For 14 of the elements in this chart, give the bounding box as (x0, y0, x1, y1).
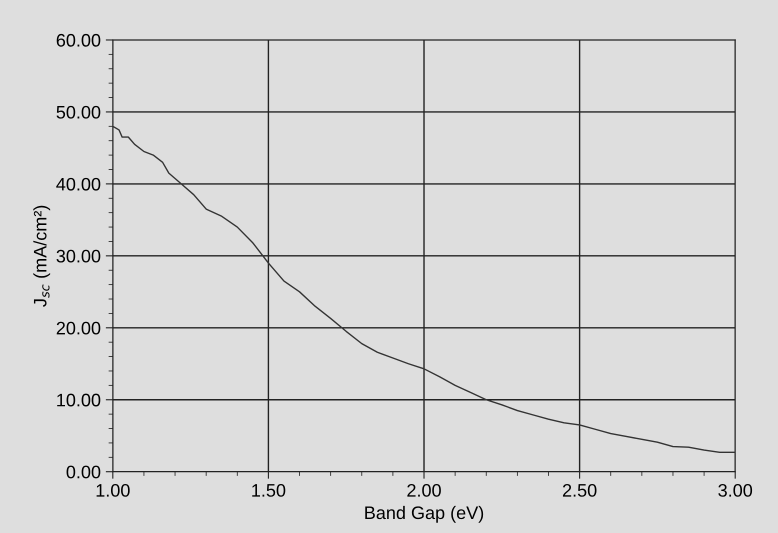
y-tick-label: 40.00 (56, 178, 100, 191)
y-tick-label: 20.00 (56, 322, 100, 335)
y-tick-label: 50.00 (56, 106, 100, 119)
y-axis-title: J$_{sc}$ (mA/cm²) (33, 206, 50, 307)
x-axis-title: Band Gap (eV) (365, 506, 484, 523)
x-tick-label: 2.00 (407, 484, 441, 497)
x-tick-label: 1.50 (252, 484, 286, 497)
y-tick-label: 30.00 (56, 250, 100, 263)
y-tick-label: 60.00 (56, 34, 100, 47)
y-tick-label: 0.00 (66, 466, 100, 478)
x-tick-label: 1.00 (96, 484, 130, 497)
y-tick-label: 10.00 (57, 394, 100, 406)
x-tick-label: 3.00 (718, 484, 752, 497)
x-tick-label: 2.50 (562, 484, 596, 497)
